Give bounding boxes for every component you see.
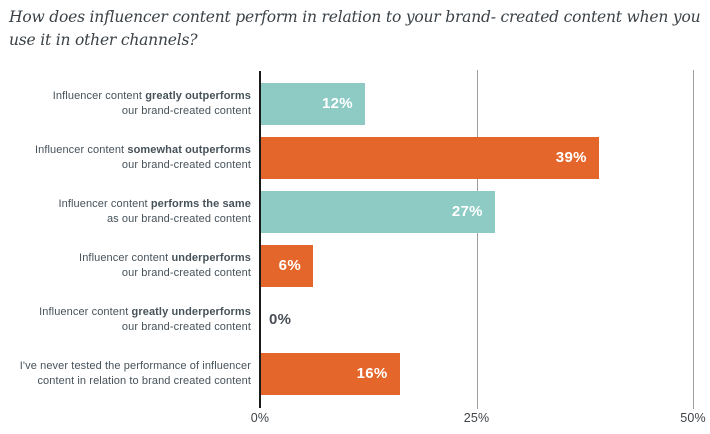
bar-category-label-line2: our brand-created content	[121, 267, 251, 279]
label-bold-segment: greatly underperforms	[131, 306, 251, 318]
y-axis-line	[259, 71, 261, 408]
x-tick-label: 25%	[463, 411, 490, 425]
bar-category-label-line1: I've never tested the performance of inf…	[5, 359, 251, 374]
bar-category-label: Influencer content somewhat outperforms o…	[5, 143, 251, 173]
label-bold-segment: performs the same	[150, 198, 251, 210]
label-regular-segment: Influencer content	[52, 90, 146, 102]
x-tick-label: 0%	[250, 411, 270, 425]
bar-category-label-line2: our brand-created content	[121, 321, 251, 333]
bar-category-label-line2: our brand-created content	[121, 105, 251, 117]
bar-category-label-line2: as our brand-created content	[106, 213, 251, 225]
bar-value-label: 0%	[269, 311, 292, 328]
bar	[261, 353, 400, 395]
bar-category-label: Influencer content greatly underperforms…	[5, 305, 251, 335]
label-bold-segment: greatly outperforms	[145, 90, 251, 102]
bar-category-label-line1: Influencer content greatly outperforms	[5, 89, 251, 104]
bar	[261, 137, 599, 179]
x-tick-label: 50%	[680, 411, 706, 425]
bar-category-label: Influencer content greatly outperforms ou…	[5, 89, 251, 119]
bar-category-label-line1: Influencer content somewhat outperforms	[5, 143, 251, 158]
page-title: How does influencer content perform in r…	[9, 8, 701, 49]
bar-value-label: 16%	[356, 365, 388, 382]
bar	[261, 245, 313, 287]
bar-value-label: 12%	[321, 95, 353, 112]
bar	[261, 191, 495, 233]
label-regular-segment: I've never tested the performance of inf…	[19, 360, 251, 372]
bar-category-label-line1: Influencer content greatly underperforms	[5, 305, 251, 320]
label-regular-segment: Influencer content	[79, 252, 172, 264]
label-bold-segment: underperforms	[171, 252, 251, 264]
bar-category-label-line1: Influencer content underperforms	[5, 251, 251, 266]
label-bold-segment: somewhat outperforms	[127, 144, 251, 156]
label-regular-segment: Influencer content	[58, 198, 151, 210]
bar-value-label: 27%	[451, 203, 483, 220]
bar-category-label-line1: Influencer content performs the same	[5, 197, 251, 212]
label-regular-segment: Influencer content	[34, 144, 128, 156]
label-regular-segment: Influencer content	[39, 306, 132, 318]
gridline-50%	[693, 70, 694, 409]
bar	[261, 83, 365, 125]
bar-category-label: Influencer content performs the same as o…	[5, 197, 251, 227]
bar-category-label-line2: content in relation to brand created con…	[37, 375, 251, 387]
gridline-25%	[476, 70, 478, 409]
bar-category-label-line2: our brand-created content	[121, 159, 251, 171]
bar-category-label: I've never tested the performance of inf…	[5, 359, 251, 389]
bar-category-label: Influencer content underperforms our bran…	[5, 251, 251, 281]
bar-value-label: 39%	[555, 149, 587, 166]
bar-value-label: 6%	[278, 257, 301, 274]
